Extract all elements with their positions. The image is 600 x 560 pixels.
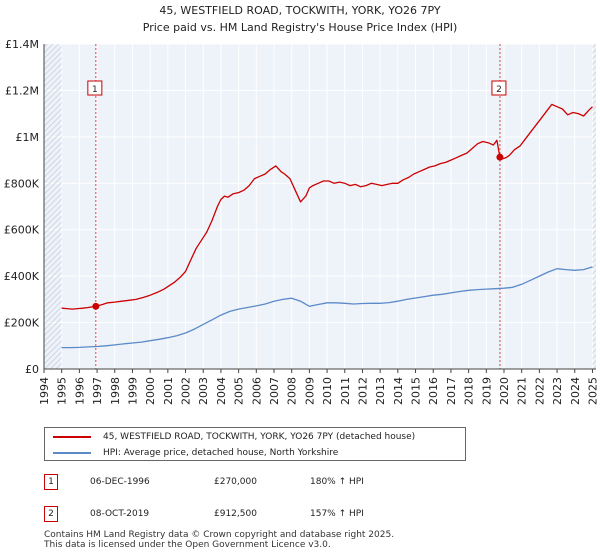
y-tick-label: £800K <box>4 177 40 190</box>
legend-swatch-hpi <box>53 452 91 454</box>
x-tick-label: 2017 <box>445 377 458 405</box>
transaction-hpi-change: 157% ↑ HPI <box>310 509 364 519</box>
y-tick-label: £1M <box>16 131 40 144</box>
x-tick-label: 1996 <box>73 377 86 405</box>
transaction-hpi-change: 180% ↑ HPI <box>310 477 364 487</box>
x-tick-label: 2020 <box>498 377 511 405</box>
x-tick-label: 2007 <box>268 377 281 405</box>
x-tick-label: 2003 <box>197 377 210 405</box>
series-property-line <box>61 103 593 310</box>
transaction-row: 1 06-DEC-1996 £270,000 180% ↑ HPI <box>42 474 442 492</box>
x-tick-label: 2023 <box>551 377 564 405</box>
x-tick-label: 2018 <box>463 377 476 405</box>
legend: 45, WESTFIELD ROAD, TOCKWITH, YORK, YO26… <box>44 427 466 461</box>
transaction-date: 06-DEC-1996 <box>90 477 150 487</box>
y-tick-label: £600K <box>4 224 40 237</box>
legend-swatch-property <box>53 436 91 438</box>
transaction-date: 08-OCT-2019 <box>90 509 150 519</box>
post-data-hatch <box>592 44 596 369</box>
marker-label-box <box>87 80 103 96</box>
chart-subtitle: Price paid vs. HM Land Registry's House … <box>143 21 458 34</box>
transaction-marker: 1 <box>44 474 58 490</box>
legend-entry-hpi: HPI: Average price, detached house, Nort… <box>53 445 338 461</box>
footer-licence: This data is licensed under the Open Gov… <box>44 540 331 550</box>
footer-copyright: Contains HM Land Registry data © Crown c… <box>44 530 395 540</box>
x-tick-label: 2022 <box>533 377 546 405</box>
x-tick-label: 2005 <box>233 377 246 405</box>
y-tick-label: £200K <box>4 317 40 330</box>
legend-label-hpi: HPI: Average price, detached house, Nort… <box>103 448 339 458</box>
x-tick-label: 2013 <box>374 377 387 405</box>
price-chart: 45, WESTFIELD ROAD, TOCKWITH, YORK, YO26… <box>4 4 600 405</box>
y-tick-label: £1.4M <box>5 38 39 51</box>
sale-point <box>92 302 100 310</box>
x-tick-label: 2008 <box>286 377 299 405</box>
transaction-price: £912,500 <box>214 509 257 519</box>
transaction-marker: 2 <box>44 506 58 522</box>
chart-title: 45, WESTFIELD ROAD, TOCKWITH, YORK, YO26… <box>159 4 441 17</box>
pre-data-hatch <box>44 44 62 369</box>
x-tick-label: 2021 <box>516 377 529 405</box>
x-tick-label: 2025 <box>586 377 599 405</box>
x-tick-label: 2019 <box>480 377 493 405</box>
x-tick-label: 1999 <box>126 377 139 405</box>
x-tick-label: 1997 <box>91 377 104 405</box>
y-tick-label: £0 <box>25 363 39 376</box>
transaction-row: 2 08-OCT-2019 £912,500 157% ↑ HPI <box>42 506 442 524</box>
x-tick-label: 2000 <box>144 377 157 405</box>
x-tick-label: 2011 <box>339 377 352 405</box>
x-tick-label: 1994 <box>38 377 51 405</box>
x-tick-label: 2006 <box>250 377 263 405</box>
x-tick-label: 2024 <box>569 377 582 405</box>
plot-area <box>44 44 596 369</box>
transaction-price: £270,000 <box>214 477 257 487</box>
x-tick-label: 1995 <box>56 377 69 405</box>
x-tick-label: 2001 <box>162 377 175 405</box>
marker-label: 2 <box>496 85 502 95</box>
y-tick-label: £400K <box>4 270 40 283</box>
series-hpi-line <box>61 266 593 349</box>
legend-entry-property: 45, WESTFIELD ROAD, TOCKWITH, YORK, YO26… <box>53 429 415 445</box>
sale-point <box>496 153 504 161</box>
x-tick-label: 2004 <box>215 377 228 405</box>
x-tick-label: 2015 <box>410 377 423 405</box>
x-tick-label: 2014 <box>392 377 405 405</box>
y-tick-label: £1.2M <box>5 84 39 97</box>
footer: Contains HM Land Registry data © Crown c… <box>44 530 394 550</box>
x-tick-label: 2002 <box>180 377 193 405</box>
x-tick-label: 2010 <box>321 377 334 405</box>
marker-label: 1 <box>92 85 98 95</box>
x-tick-label: 1998 <box>109 377 122 405</box>
x-tick-label: 2016 <box>427 377 440 405</box>
x-tick-label: 2009 <box>303 377 316 405</box>
x-tick-label: 2012 <box>356 377 369 405</box>
marker-label-box <box>491 80 507 96</box>
legend-label-property: 45, WESTFIELD ROAD, TOCKWITH, YORK, YO26… <box>103 432 416 442</box>
